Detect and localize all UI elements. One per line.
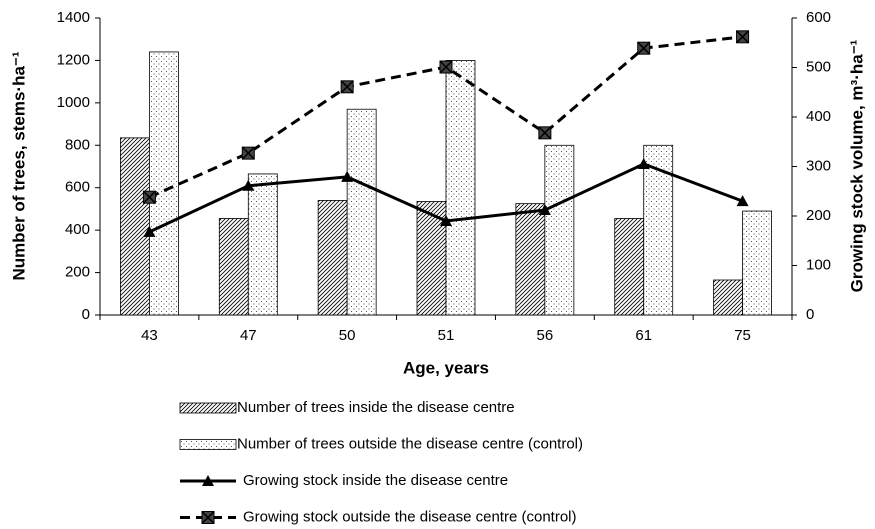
x-tick-label: 47	[240, 327, 257, 344]
point	[736, 195, 749, 207]
bar	[317, 200, 348, 316]
point	[538, 204, 551, 216]
point	[340, 80, 354, 94]
y-tick-label: 1200	[57, 51, 90, 68]
bar	[445, 60, 476, 316]
bar	[742, 210, 772, 316]
y-tick-label: 1000	[57, 94, 90, 111]
y2-tick-label: 100	[806, 256, 831, 273]
x-tick-label: 50	[339, 327, 356, 344]
legend-label: Growing stock inside the disease centre	[243, 472, 508, 489]
point	[440, 214, 452, 226]
y-tick-label: 600	[65, 179, 90, 196]
y-tick-label: 0	[82, 306, 90, 323]
bar	[218, 218, 249, 316]
bar	[614, 218, 645, 316]
legend-label: Number of trees outside the disease cent…	[237, 435, 583, 452]
legend-swatch	[179, 402, 237, 414]
y2-tick-label: 600	[806, 9, 831, 26]
legend-label: Growing stock outside the disease centre…	[243, 508, 577, 525]
bar	[346, 108, 377, 316]
y-tick-label: 200	[65, 264, 90, 281]
x-tick-label: 51	[438, 327, 455, 344]
x-tick-label: 43	[141, 327, 158, 344]
y2-tick-label: 0	[806, 306, 814, 323]
y2-tick-label: 500	[806, 58, 831, 75]
y2-tick-label: 200	[806, 207, 831, 224]
point	[736, 30, 750, 44]
legend-swatch	[179, 439, 237, 450]
point	[241, 146, 255, 160]
point	[439, 60, 453, 74]
bar	[713, 279, 743, 316]
legend-label: Number of trees inside the disease centr…	[237, 399, 515, 416]
y-tick-label: 1400	[57, 9, 90, 26]
bar	[149, 51, 179, 316]
point	[242, 179, 255, 191]
legend-marker	[202, 475, 214, 486]
point	[341, 170, 354, 182]
y-tick-label: 800	[65, 136, 90, 153]
bar	[120, 137, 150, 316]
point	[637, 41, 651, 55]
y-tick-label: 400	[65, 221, 90, 238]
point	[538, 126, 552, 140]
point	[143, 225, 156, 237]
point	[637, 158, 650, 170]
point	[142, 190, 156, 204]
bar	[515, 203, 546, 316]
bar	[544, 144, 575, 316]
bar	[247, 173, 278, 316]
y2-tick-label: 300	[806, 157, 831, 174]
x-axis-title: Age, years	[403, 358, 489, 377]
x-tick-label: 56	[537, 327, 554, 344]
x-tick-label: 75	[734, 327, 751, 344]
y-axis-title: Number of trees, stems·ha⁻¹	[9, 51, 28, 280]
y2-tick-label: 400	[806, 108, 831, 125]
legend-marker	[201, 510, 215, 525]
y2-axis-title: Growing stock volume, m³·ha⁻¹	[847, 39, 866, 292]
x-tick-label: 61	[635, 327, 652, 344]
